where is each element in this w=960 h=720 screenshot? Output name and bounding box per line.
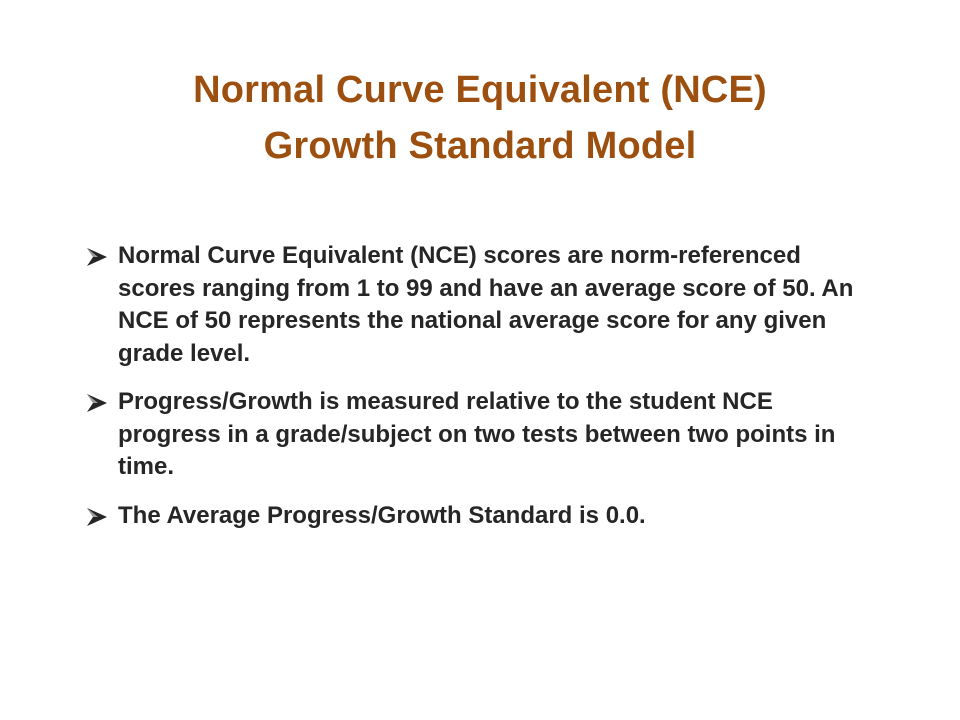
arrow-bullet-icon xyxy=(87,394,107,412)
title-line-1: Normal Curve Equivalent (NCE) xyxy=(193,69,767,111)
slide-title: Normal Curve Equivalent (NCE) Growth Sta… xyxy=(80,62,880,174)
arrow-bullet-icon xyxy=(87,507,107,526)
bullet-item-progress-measure: Progress/Growth is measured relative to … xyxy=(84,386,864,484)
title-line-2: Growth Standard Model xyxy=(263,125,697,167)
bullet-text: The Average Progress/Growth Standard is … xyxy=(118,501,646,529)
bullet-text: Progress/Growth is measured relative to … xyxy=(118,388,836,480)
bullet-item-average-standard: The Average Progress/Growth Standard is … xyxy=(84,500,864,533)
bullet-text: Normal Curve Equivalent (NCE) scores are… xyxy=(118,242,854,367)
bullet-item-nce-definition: Normal Curve Equivalent (NCE) scores are… xyxy=(84,240,864,370)
arrow-bullet-icon xyxy=(87,248,107,266)
bullet-list: Normal Curve Equivalent (NCE) scores are… xyxy=(84,240,864,548)
